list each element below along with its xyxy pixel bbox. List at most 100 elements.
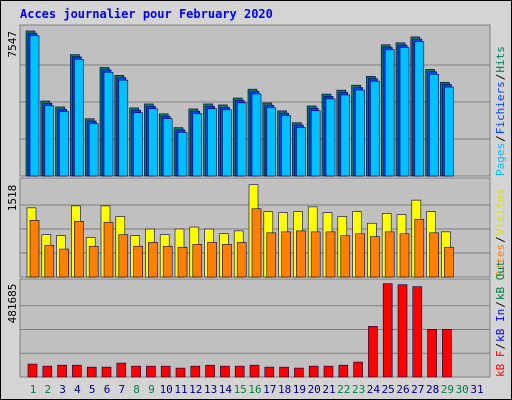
bar — [399, 233, 410, 278]
bar — [296, 127, 306, 177]
x-tick-label: 26 — [396, 383, 409, 396]
x-tick-label: 15 — [234, 383, 247, 396]
bar — [414, 219, 425, 278]
bar — [368, 326, 378, 378]
bar — [325, 231, 336, 278]
bar — [414, 41, 425, 177]
bar — [29, 35, 40, 177]
legend-label: Hits — [494, 46, 507, 73]
bar — [118, 79, 129, 177]
bar — [310, 110, 321, 177]
bar — [444, 86, 454, 177]
bar — [27, 363, 38, 378]
x-tick-label: 18 — [278, 383, 291, 396]
x-tick-label: 29 — [441, 383, 454, 396]
bar — [59, 111, 69, 177]
bar — [133, 112, 143, 177]
legend-label: kB Out — [494, 260, 507, 300]
y-tick-label: 1518 — [6, 185, 19, 212]
bar — [88, 123, 99, 177]
bar — [429, 73, 439, 177]
bar — [281, 115, 291, 177]
x-tick-label: 3 — [59, 383, 66, 396]
bar — [384, 231, 395, 278]
legend-label: kB In — [494, 309, 507, 342]
bar — [412, 286, 423, 378]
x-tick-label: 30 — [456, 383, 469, 396]
panel — [19, 278, 491, 378]
bar — [177, 246, 188, 278]
bar — [444, 246, 454, 278]
bar — [249, 364, 260, 378]
bar — [266, 232, 277, 278]
bar — [338, 364, 349, 378]
bar — [220, 365, 230, 378]
bar — [133, 245, 143, 278]
bar — [160, 365, 171, 378]
bar — [264, 366, 275, 378]
x-tick-label: 6 — [104, 383, 111, 396]
bar — [74, 59, 84, 177]
legend-separator: / — [494, 135, 507, 142]
bar — [207, 242, 217, 278]
x-tick-label: 31 — [470, 383, 483, 396]
bar — [370, 80, 380, 177]
bar — [177, 132, 188, 177]
bar — [340, 94, 351, 177]
bar — [86, 366, 97, 378]
x-tick-label: 14 — [219, 383, 233, 396]
bar — [427, 329, 437, 378]
bar — [325, 98, 336, 177]
bar — [190, 365, 201, 378]
legend-label: Sites — [494, 244, 507, 277]
bar — [88, 245, 99, 278]
bar — [44, 105, 55, 177]
bar — [148, 242, 158, 278]
bar — [323, 365, 334, 378]
x-tick-label: 17 — [263, 383, 276, 396]
bar — [59, 248, 69, 278]
x-tick-label: 4 — [74, 383, 81, 396]
bar — [294, 367, 304, 378]
legend-separator: / — [494, 301, 507, 308]
bar — [207, 108, 217, 177]
bar — [146, 365, 156, 378]
bar — [222, 244, 232, 278]
legend-separator: / — [494, 74, 507, 81]
bar — [175, 367, 186, 378]
legend-label: Pages — [494, 143, 507, 176]
y-tick-label: 7547 — [6, 31, 19, 58]
legend-label: Visites — [494, 189, 507, 235]
x-tick-label: 27 — [411, 383, 424, 396]
bar — [281, 231, 291, 278]
x-tick-label: 11 — [174, 383, 187, 396]
bar — [310, 231, 321, 278]
chart-title: Acces journalier pour February 2020 — [20, 7, 273, 21]
bar — [397, 284, 408, 378]
bar — [222, 109, 232, 177]
bar — [266, 107, 277, 177]
bar — [72, 364, 82, 378]
x-tick-label: 9 — [148, 383, 155, 396]
bar — [251, 208, 262, 278]
bar — [103, 221, 114, 278]
bar — [251, 93, 262, 177]
bar — [42, 365, 53, 378]
bar — [162, 118, 173, 177]
x-tick-label: 13 — [204, 383, 217, 396]
y-tick-label: 481685 — [6, 284, 19, 324]
bar — [131, 365, 141, 378]
bar — [205, 364, 215, 378]
x-tick-label: 10 — [160, 383, 173, 396]
bar — [103, 71, 114, 177]
bar — [399, 47, 410, 177]
legend-label: kB F — [494, 351, 507, 378]
bar — [57, 364, 67, 378]
bar — [44, 244, 55, 278]
x-tick-label: 28 — [426, 383, 439, 396]
bar — [296, 230, 306, 278]
legend-separator: / — [494, 343, 507, 350]
x-tick-label: 24 — [367, 383, 381, 396]
bar — [279, 366, 289, 378]
bar — [355, 233, 365, 278]
